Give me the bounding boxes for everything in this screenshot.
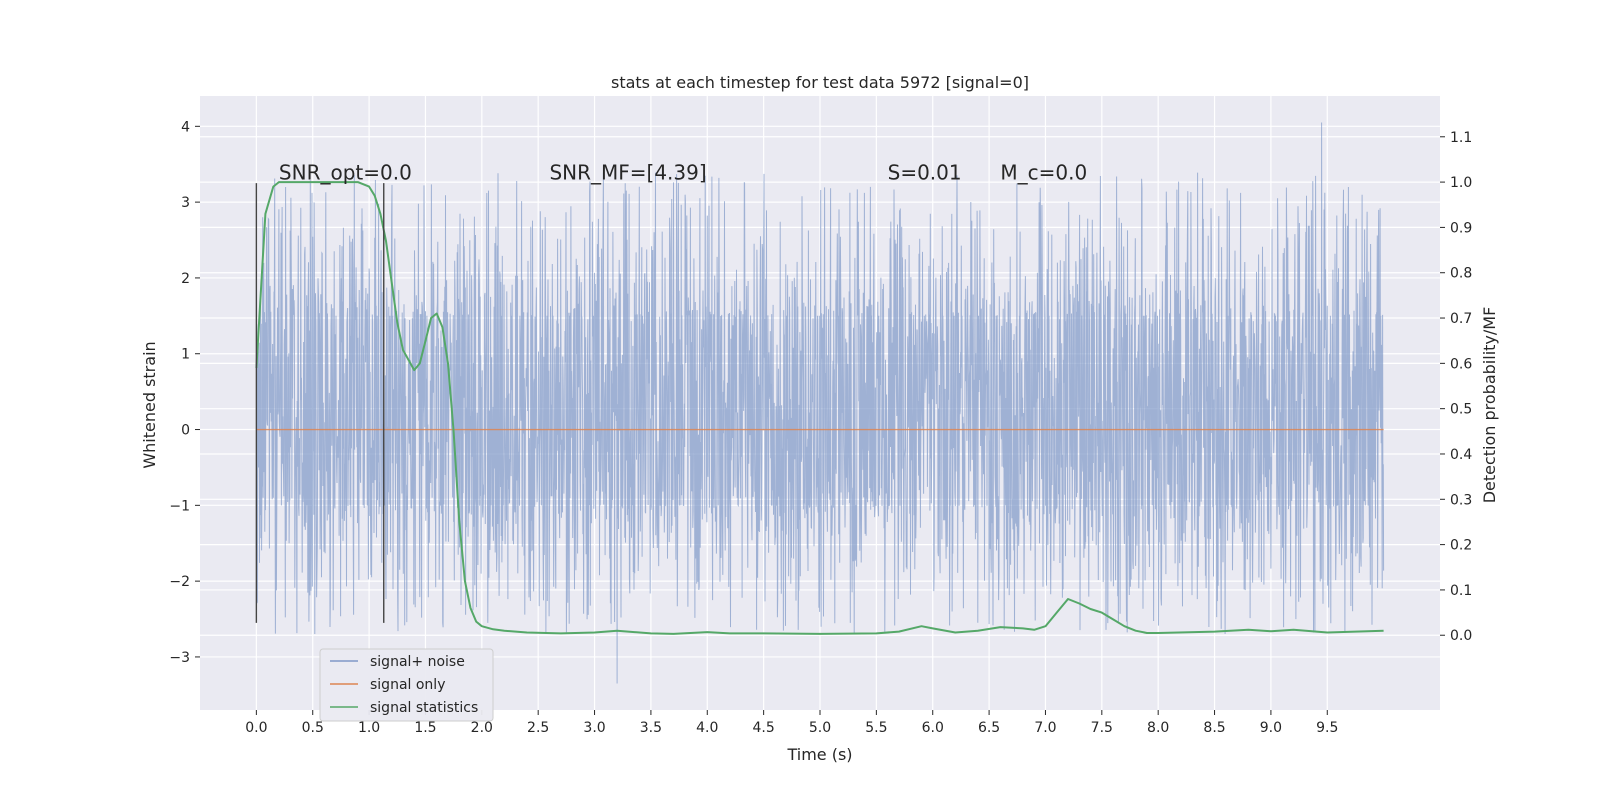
y2-tick-label: 0.3 [1450,492,1472,508]
y-tick-label: 4 [181,119,190,135]
x-tick-label: 4.5 [753,720,775,736]
y2-tick-label: 1.1 [1450,130,1472,146]
signal-statistics-line [255,181,1384,635]
x-tick-label: 9.0 [1260,720,1282,736]
y2-tick-label: 0.1 [1450,583,1472,599]
x-tick-label: 0.5 [302,720,324,736]
y2-tick-label: 0.7 [1450,311,1472,327]
x-tick-label: 6.0 [922,720,944,736]
x-tick-label: 1.5 [414,720,436,736]
x-tick-label: 7.0 [1034,720,1056,736]
y2-tick-label: 0.6 [1450,356,1472,372]
y-tick-label: −3 [169,650,190,666]
vertical-markers [255,183,385,623]
y2-tick-label: 0.0 [1450,628,1472,644]
x-tick-label: 0.0 [245,720,267,736]
x-tick-label: 3.0 [583,720,605,736]
y-tick-label: 3 [181,195,190,211]
x-tick-label: 2.0 [471,720,493,736]
legend-label-noise: signal+ noise [370,654,465,670]
y2-tick-label: 0.5 [1450,402,1472,418]
y2-tick-label: 1.0 [1450,175,1472,191]
x-tick-label: 2.5 [527,720,549,736]
x-tick-label: 4.0 [696,720,718,736]
series-layer [255,181,1384,635]
y-axis-ticks: 4 3 2 1 0 −1 −2 −3 [169,119,200,666]
x-tick-label: 8.0 [1147,720,1169,736]
y-tick-label: 0 [181,423,190,439]
x-tick-label: 5.5 [865,720,887,736]
annotation-text: SNR_opt=0.0 [279,160,412,184]
annotation-text: SNR_MF=[4.39] [549,160,706,184]
chart-title: stats at each timestep for test data 597… [611,73,1029,92]
y2-axis-label: Detection probability/MF [1480,307,1499,504]
y2-tick-label: 0.2 [1450,538,1472,554]
y2-tick-label: 0.8 [1450,266,1472,282]
legend-box [319,648,494,722]
noise-series [255,122,1385,684]
x-tick-label: 8.5 [1203,720,1225,736]
x-axis-ticks: 0.0 0.5 1.0 1.5 2.0 2.5 3.0 3.5 4.0 4.5 5.0 5.5 6.0 6… [245,710,1338,736]
legend: signal+ noise signal only signal statist… [319,648,494,722]
x-axis-label: Time (s) [786,745,852,764]
x-tick-label: 9.5 [1316,720,1338,736]
noise-series-line [255,122,1385,684]
x-tick-label: 7.5 [1091,720,1113,736]
x-tick-label: 3.5 [640,720,662,736]
annotation-text: M_c=0.0 [1000,160,1087,184]
y-tick-label: −2 [169,574,190,590]
annotation-text: S=0.01 [888,160,962,184]
y-tick-label: 2 [181,271,190,287]
x-tick-label: 5.0 [809,720,831,736]
legend-label-signal-only: signal only [370,677,445,693]
annotations: SNR_opt=0.0 SNR_MF=[4.39] S=0.01 M_c=0.0 [279,160,1087,184]
y-axis-label: Whitened strain [140,341,159,468]
y-tick-label: −1 [169,498,190,514]
y2-tick-label: 0.9 [1450,220,1472,236]
y2-axis-ticks: 1.1 1.0 0.9 0.8 0.7 0.6 0.5 0.4 0.3 0.2 0.1 0.0 [1440,130,1472,644]
x-tick-label: 6.5 [978,720,1000,736]
y-tick-label: 1 [181,347,190,363]
legend-label-statistics: signal statistics [370,700,478,716]
y2-tick-label: 0.4 [1450,447,1472,463]
x-tick-label: 1.0 [358,720,380,736]
